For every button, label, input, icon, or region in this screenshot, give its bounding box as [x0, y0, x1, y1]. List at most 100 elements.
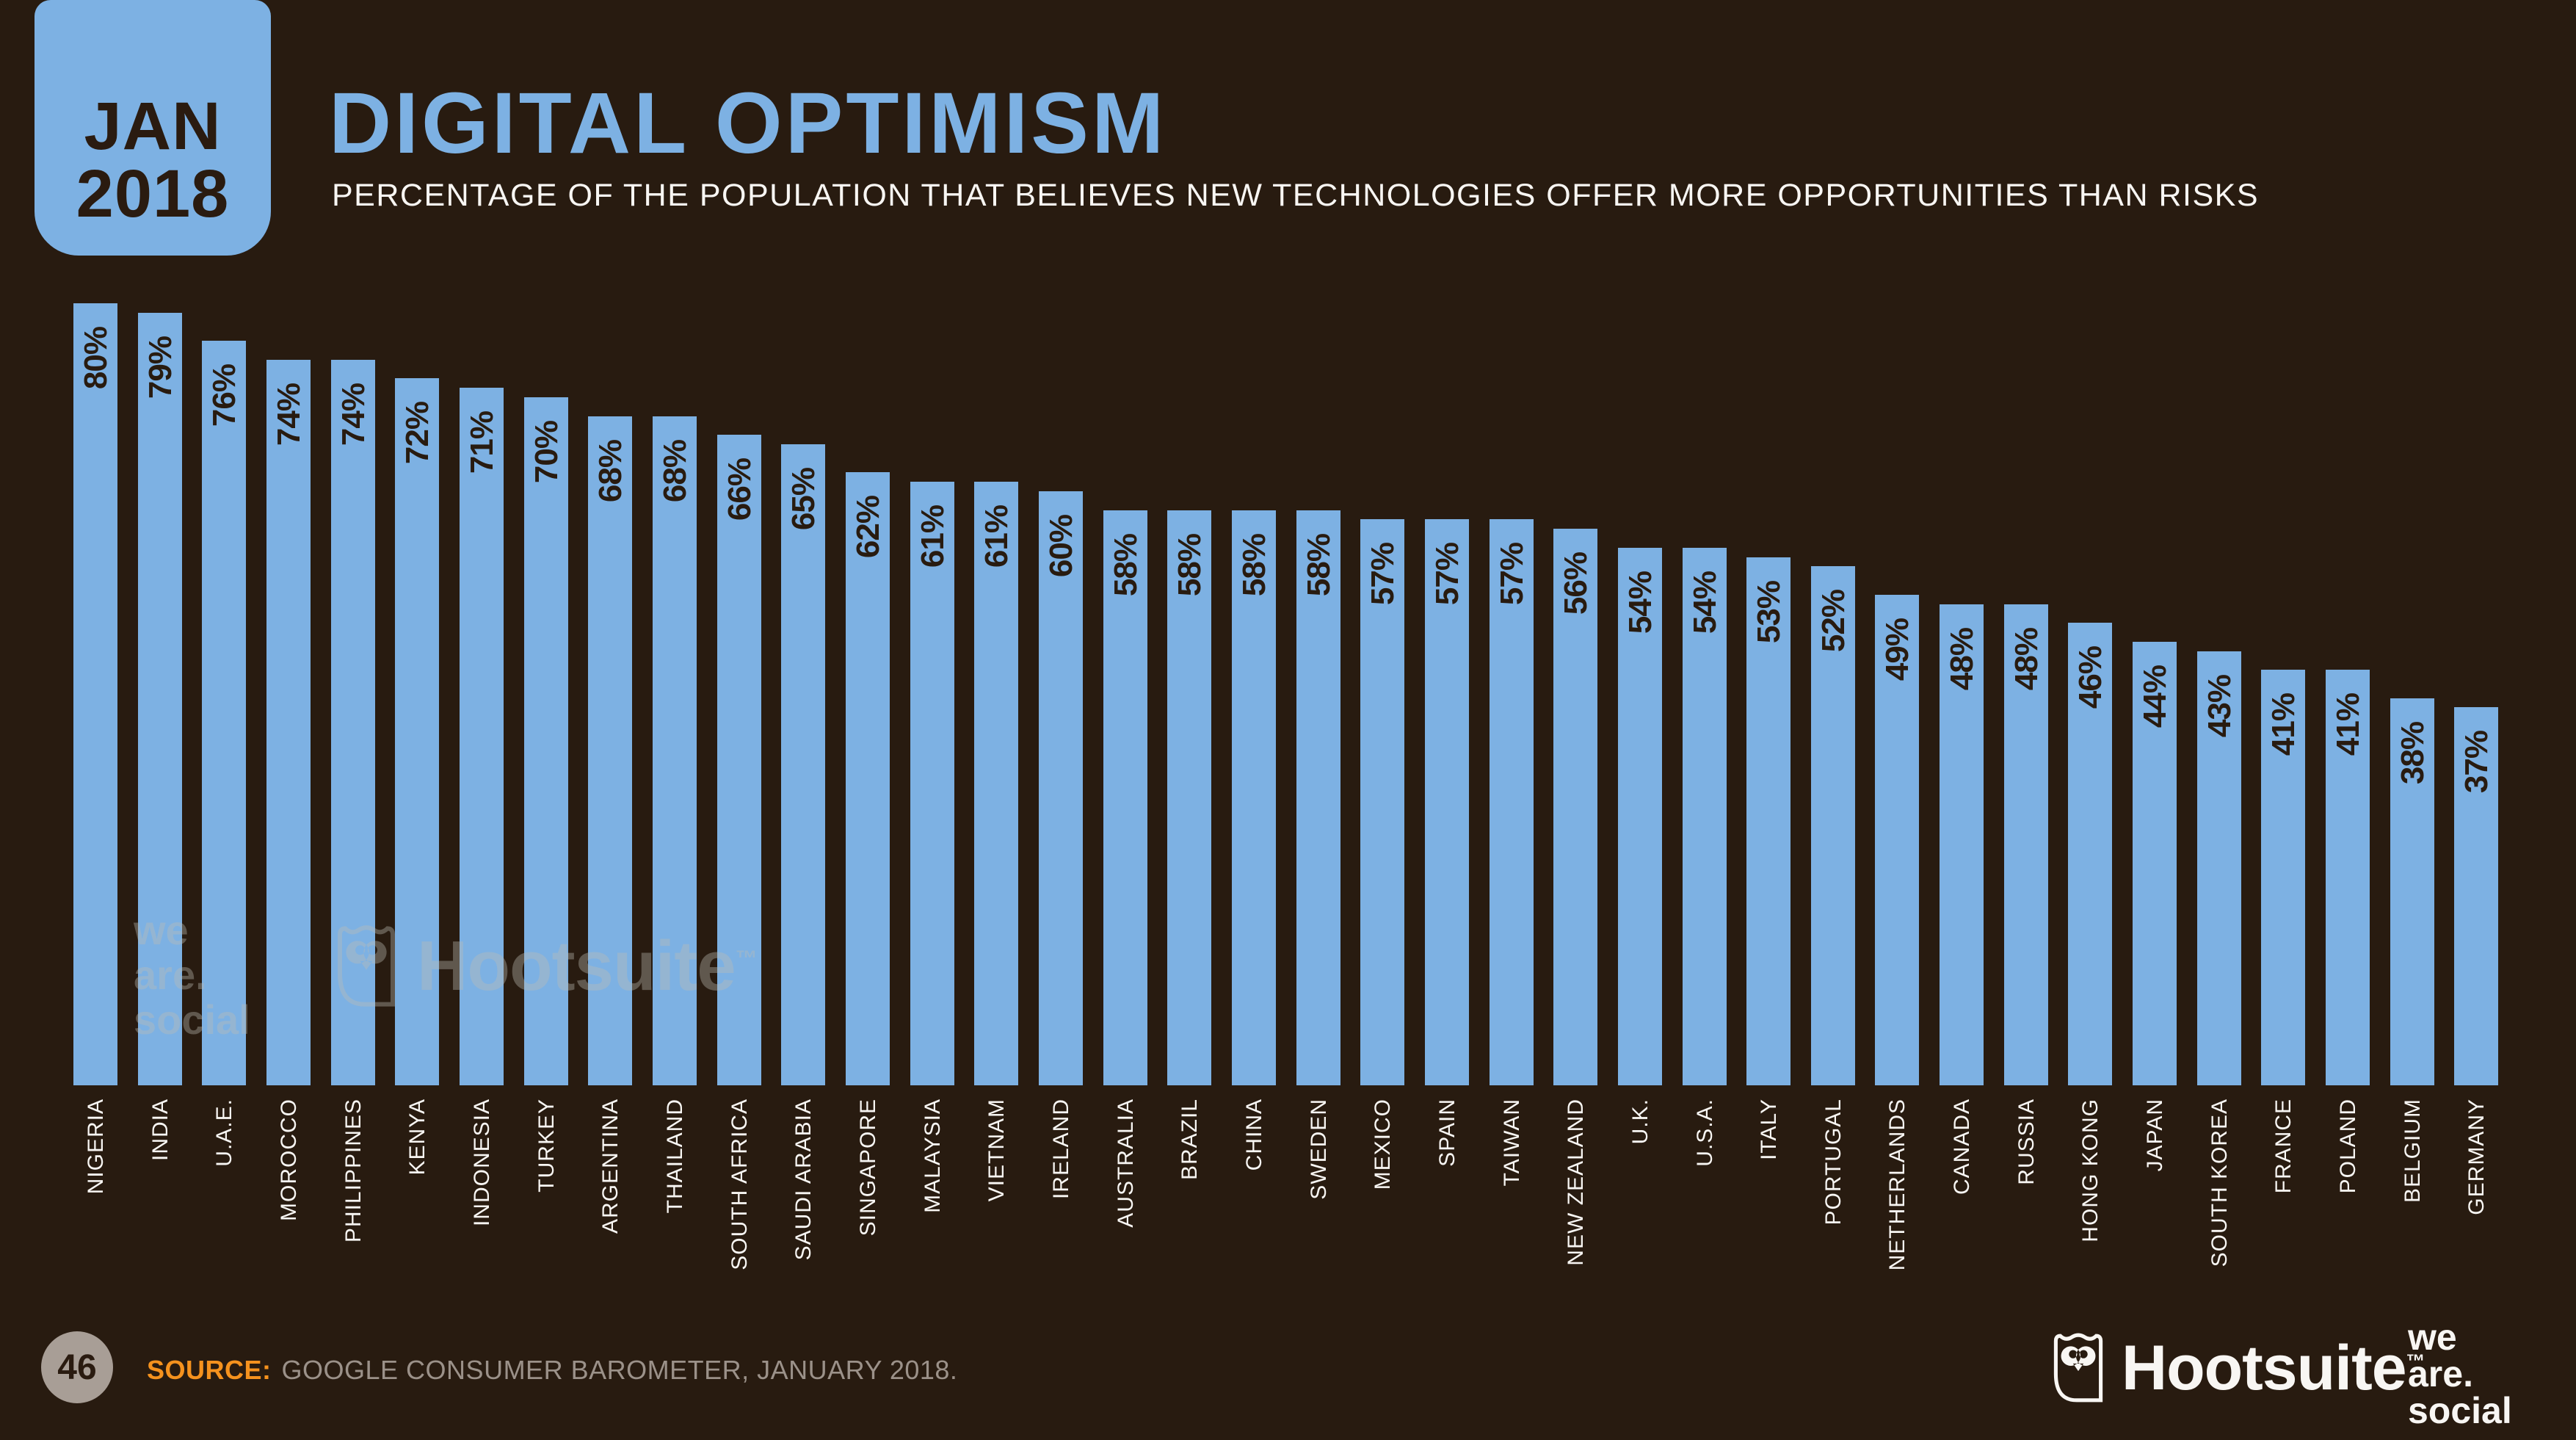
- date-badge-year: 2018: [76, 156, 230, 231]
- bar-malaysia: [910, 482, 954, 1085]
- bar-kenya: [395, 378, 440, 1085]
- category-label-spain: SPAIN: [1434, 1099, 1459, 1167]
- bar-canada: [1940, 604, 1984, 1085]
- bar-value-japan: 44%: [2137, 665, 2174, 728]
- category-label-belgium: BELGIUM: [2400, 1099, 2425, 1204]
- bar-vietnam: [974, 482, 1019, 1085]
- bar-value-italy: 53%: [1751, 580, 1788, 643]
- bar-poland: [2326, 670, 2370, 1085]
- category-label-germany: GERMANY: [2464, 1099, 2489, 1215]
- bar-value-argentina: 68%: [592, 439, 629, 502]
- we-are-social-line: social: [2408, 1390, 2512, 1431]
- category-label-turkey: TURKEY: [534, 1099, 559, 1193]
- category-label-russia: RUSSIA: [2014, 1099, 2039, 1185]
- bar-value-hong-kong: 46%: [2072, 646, 2109, 709]
- bar-value-kenya: 72%: [399, 402, 436, 465]
- category-label-ireland: IRELAND: [1048, 1099, 1073, 1200]
- bar-india: [137, 312, 182, 1085]
- category-label-new-zealand: NEW ZEALAND: [1564, 1099, 1589, 1266]
- bar-australia: [1103, 510, 1147, 1085]
- bar-value-malaysia: 61%: [914, 505, 951, 568]
- bar-value-russia: 48%: [2008, 627, 2045, 690]
- source-text: GOOGLE CONSUMER BAROMETER, JANUARY 2018.: [281, 1355, 958, 1385]
- bar-mexico: [1360, 519, 1405, 1085]
- bar-value-thailand: 68%: [656, 439, 693, 502]
- bar-value-belgium: 38%: [2394, 721, 2431, 784]
- bar-philippines: [330, 359, 375, 1085]
- category-label-malaysia: MALAYSIA: [920, 1099, 945, 1213]
- bar-value-u-k: 54%: [1622, 571, 1658, 634]
- hootsuite-logo: Hootsuite™: [2053, 1331, 2426, 1405]
- category-label-vietnam: VIETNAM: [984, 1099, 1009, 1202]
- bar-value-u-s-a: 54%: [1686, 571, 1723, 634]
- we-are-social-logo: we are. social: [2408, 1319, 2512, 1429]
- hootsuite-wordmark: Hootsuite™: [2122, 1332, 2426, 1403]
- bar-value-portugal: 52%: [1815, 590, 1851, 653]
- category-label-hong-kong: HONG KONG: [2078, 1099, 2103, 1242]
- bar-brazil: [1167, 510, 1212, 1085]
- page-number-badge: 46: [41, 1331, 113, 1403]
- category-label-italy: ITALY: [1757, 1099, 1782, 1160]
- bar-value-germany: 37%: [2459, 731, 2495, 794]
- bar-sweden: [1296, 510, 1340, 1085]
- bar-value-china: 58%: [1236, 533, 1272, 596]
- bar-china: [1231, 510, 1276, 1085]
- bar-value-india: 79%: [142, 336, 178, 399]
- category-label-netherlands: NETHERLANDS: [1885, 1099, 1910, 1271]
- category-label-indonesia: INDONESIA: [469, 1099, 494, 1227]
- bar-value-south-korea: 43%: [2201, 674, 2238, 737]
- we-are-social-line: we: [2408, 1317, 2457, 1358]
- bar-u-k: [1617, 547, 1662, 1085]
- trademark-symbol: ™: [2406, 1349, 2426, 1372]
- bar-turkey: [523, 397, 568, 1085]
- category-label-argentina: ARGENTINA: [598, 1099, 623, 1234]
- bar-saudi-arabia: [781, 444, 826, 1085]
- category-label-kenya: KENYA: [405, 1099, 430, 1176]
- bar-value-turkey: 70%: [528, 421, 565, 484]
- category-label-saudi-arabia: SAUDI ARABIA: [791, 1099, 816, 1261]
- bar-russia: [2003, 604, 2048, 1085]
- category-label-japan: JAPAN: [2143, 1099, 2168, 1172]
- bar-value-brazil: 58%: [1172, 533, 1208, 596]
- category-label-taiwan: TAIWAN: [1499, 1099, 1524, 1187]
- bar-portugal: [1810, 566, 1855, 1085]
- bar-value-ireland: 60%: [1042, 515, 1079, 578]
- bar-value-mexico: 57%: [1365, 543, 1401, 606]
- bar-thailand: [652, 416, 697, 1085]
- bar-value-indonesia: 71%: [463, 411, 500, 474]
- category-label-philippines: PHILIPPINES: [341, 1099, 366, 1243]
- bar-belgium: [2390, 698, 2434, 1085]
- bar-france: [2261, 670, 2306, 1085]
- bar-indonesia: [459, 388, 504, 1085]
- bar-value-nigeria: 80%: [78, 327, 114, 390]
- source-label: SOURCE:: [147, 1355, 272, 1385]
- bar-value-taiwan: 57%: [1493, 543, 1530, 606]
- category-label-sweden: SWEDEN: [1306, 1099, 1331, 1200]
- bar-u-a-e: [202, 341, 247, 1085]
- category-label-south-korea: SOUTH KOREA: [2207, 1099, 2232, 1267]
- bar-value-australia: 58%: [1107, 533, 1144, 596]
- bar-nigeria: [73, 303, 117, 1085]
- category-label-thailand: THAILAND: [662, 1099, 687, 1214]
- bar-value-france: 41%: [2265, 693, 2302, 756]
- bar-taiwan: [1489, 519, 1534, 1085]
- category-label-morocco: MOROCCO: [276, 1099, 301, 1221]
- category-label-singapore: SINGAPORE: [855, 1099, 880, 1237]
- date-badge-month: JAN: [84, 89, 222, 164]
- we-are-social-line: are.: [2408, 1353, 2473, 1394]
- bar-value-u-a-e: 76%: [206, 364, 243, 427]
- category-label-india: INDIA: [148, 1099, 173, 1162]
- category-label-canada: CANADA: [1950, 1099, 1975, 1195]
- page-number: 46: [57, 1347, 97, 1387]
- bar-hong-kong: [2068, 623, 2113, 1085]
- bar-south-africa: [716, 435, 761, 1085]
- bar-u-s-a: [1682, 547, 1727, 1085]
- bar-value-morocco: 74%: [270, 383, 307, 446]
- bar-value-singapore: 62%: [849, 496, 886, 559]
- bar-value-poland: 41%: [2330, 693, 2367, 756]
- category-label-australia: AUSTRALIA: [1113, 1099, 1138, 1228]
- page-title: DIGITAL OPTIMISM: [329, 75, 1167, 172]
- bar-value-vietnam: 61%: [979, 505, 1015, 568]
- bar-netherlands: [1875, 594, 1920, 1085]
- bar-value-philippines: 74%: [335, 383, 371, 446]
